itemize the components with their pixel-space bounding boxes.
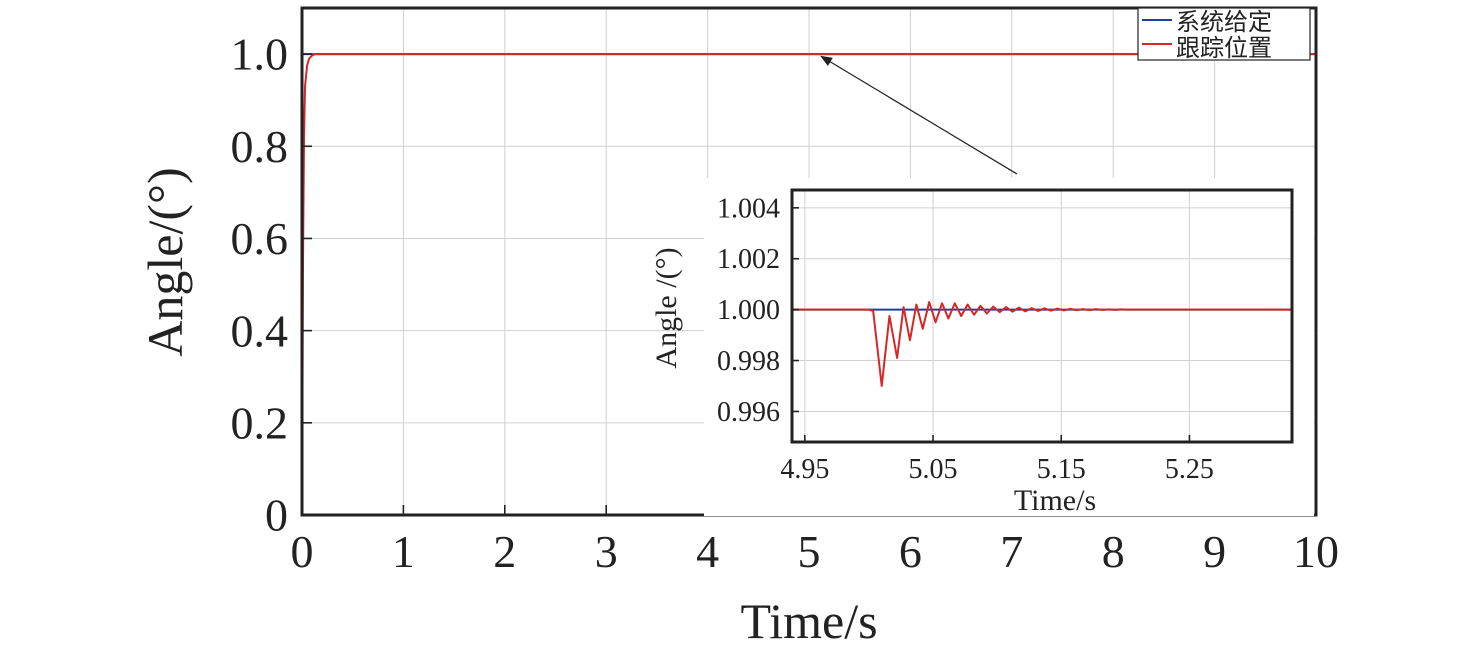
inset-xlabel: Time/s — [1014, 484, 1096, 517]
inset-series-layer — [792, 301, 1292, 387]
legend-label-tracking-position: 跟踪位置 — [1176, 35, 1272, 62]
x-tick-label: 3 — [595, 526, 618, 577]
inset-chart: 4.95 5.05 5.15 5.25 0.996 0.998 1.000 1.002 1.00… — [650, 178, 1314, 517]
legend-label-system-given: 系统给定 — [1176, 9, 1272, 36]
x-tick-label: 1 — [392, 526, 415, 577]
x-tick-label: 5 — [798, 526, 821, 577]
inset-ylabel: Angle /(°) — [650, 247, 683, 368]
y-tick-label: 0.4 — [231, 305, 289, 356]
y-tick-label: 1.004 — [717, 193, 780, 224]
x-tick-label: 4 — [696, 526, 719, 577]
x-tick-label: 5.25 — [1165, 454, 1214, 485]
x-tick-label: 7 — [1000, 526, 1023, 577]
x-tick-label: 4.95 — [780, 454, 829, 485]
legend-box — [1137, 7, 1311, 61]
y-tick-label: 1.0 — [231, 29, 289, 80]
y-tick-label: 0.996 — [717, 397, 780, 428]
x-tick-label: 5.15 — [1037, 454, 1086, 485]
inset-background — [704, 178, 1314, 516]
y-tick-label: 1.000 — [717, 295, 780, 326]
y-tick-label: 0.6 — [231, 213, 289, 264]
inset-plot-frame — [790, 188, 1294, 444]
series-line-tracking-position — [792, 301, 1292, 387]
y-tick-label: 0 — [265, 490, 288, 541]
inset-ticks: 4.95 5.05 5.15 5.25 0.996 0.998 1.000 1.002 1.00… — [717, 193, 1214, 485]
x-tick-label: 8 — [1102, 526, 1125, 577]
x-tick-label: 9 — [1203, 526, 1226, 577]
y-tick-label: 0.2 — [231, 397, 289, 448]
x-tick-label: 2 — [493, 526, 516, 577]
x-tick-label: 0 — [291, 526, 314, 577]
legend: 系统给定 跟踪位置 — [1137, 7, 1311, 62]
y-tick-label: 1.002 — [717, 244, 780, 275]
x-tick-label: 5.05 — [909, 454, 958, 485]
main-ticks: 0 1 2 3 4 5 6 7 8 9 10 0 0.2 0.4 0.6 0.8 1.0 — [231, 29, 1340, 577]
y-tick-label: 0.998 — [717, 346, 780, 377]
x-tick-label: 6 — [899, 526, 922, 577]
main-xlabel: Time/s — [740, 593, 877, 649]
y-tick-label: 0.8 — [231, 121, 289, 172]
zoom-annotation-arrow — [820, 55, 1018, 175]
series-line-tracking-position — [301, 53, 1316, 516]
x-tick-label: 10 — [1293, 526, 1339, 577]
main-ylabel: Angle/(°) — [137, 167, 193, 356]
